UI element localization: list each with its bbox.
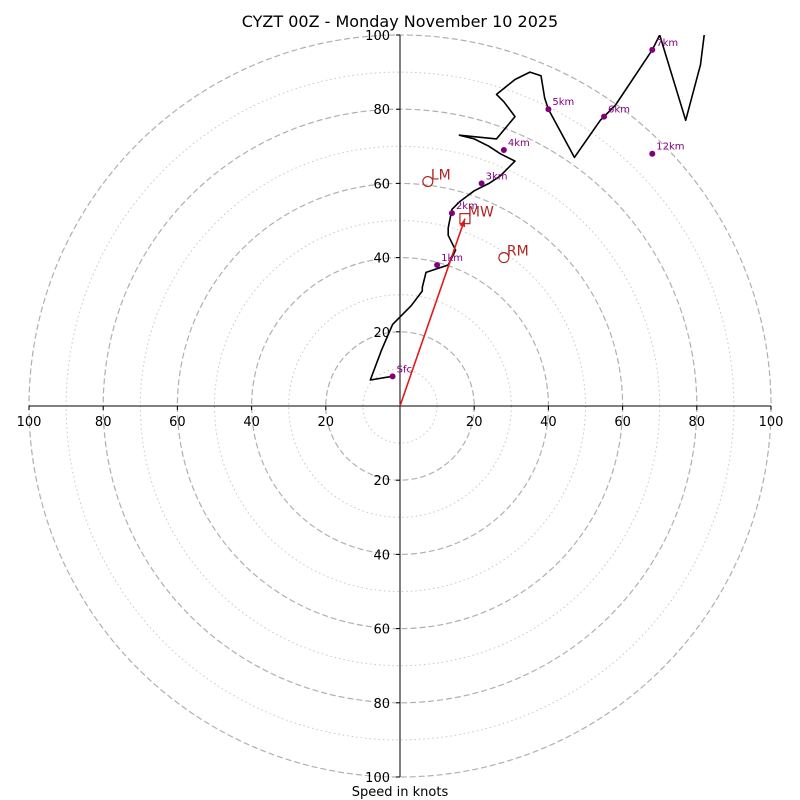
y-tick-label: 100 xyxy=(365,29,390,44)
y-tick-label: 40 xyxy=(373,548,390,563)
height-label-3km: 3km xyxy=(486,171,508,182)
height-label-12km: 12km xyxy=(656,142,684,153)
storm-motion-markers: LM RM MW xyxy=(422,168,529,264)
rm-marker xyxy=(498,252,510,264)
y-tick-label: 80 xyxy=(373,103,390,118)
mean-wind-arrow-shaft xyxy=(399,218,466,407)
wind-profile xyxy=(369,35,705,381)
x-tick-label: 40 xyxy=(540,415,557,430)
y-tick-label: 100 xyxy=(365,771,390,786)
height-marker-12km xyxy=(649,150,656,157)
x-tick-label: 80 xyxy=(95,415,112,430)
y-tick-label: 40 xyxy=(373,252,390,267)
height-markers: Sfc 1km 2km 3km 4km 5km 6km 7km 12km xyxy=(389,38,685,380)
mw-label: MW xyxy=(468,205,494,221)
height-marker-2km xyxy=(448,210,455,217)
height-marker-6km xyxy=(601,113,608,120)
mw-marker xyxy=(459,213,471,225)
height-marker-3km xyxy=(478,180,485,187)
height-label-sfc: Sfc xyxy=(397,364,412,375)
rm-label: RM xyxy=(507,244,529,260)
x-tick-label: 20 xyxy=(318,415,335,430)
tick-labels: 100 80 60 40 20 20 40 60 80 100 100 80 60 40 20 20 40 60 8… xyxy=(17,29,784,786)
x-tick-label: 100 xyxy=(17,415,42,430)
mean-wind-arrow-head xyxy=(459,218,466,228)
y-tick-label: 20 xyxy=(373,474,390,489)
x-tick-label: 40 xyxy=(243,415,260,430)
profile-line xyxy=(369,35,705,381)
x-tick-label: 60 xyxy=(169,415,186,430)
height-marker-4km xyxy=(500,147,507,154)
x-tick-label: 100 xyxy=(759,415,784,430)
height-label-4km: 4km xyxy=(508,138,530,149)
height-marker-sfc xyxy=(389,373,396,380)
x-tick-label: 60 xyxy=(614,415,631,430)
height-label-5km: 5km xyxy=(552,97,574,108)
y-tick-label: 60 xyxy=(373,177,390,192)
x-axis-label: Speed in knots xyxy=(352,785,449,800)
height-label-2km: 2km xyxy=(456,201,478,212)
x-tick-label: 20 xyxy=(466,415,483,430)
x-tick-label: 80 xyxy=(689,415,706,430)
height-marker-5km xyxy=(545,106,552,113)
height-label-1km: 1km xyxy=(441,253,463,264)
height-label-6km: 6km xyxy=(608,105,630,116)
y-tick-label: 60 xyxy=(373,623,390,638)
height-marker-1km xyxy=(434,262,441,269)
lm-label: LM xyxy=(431,168,451,184)
y-tick-label: 20 xyxy=(373,326,390,341)
height-marker-7km xyxy=(649,46,656,53)
mean-wind-vector xyxy=(399,218,466,407)
lm-marker xyxy=(422,175,434,188)
height-label-7km: 7km xyxy=(656,38,678,49)
y-tick-label: 80 xyxy=(373,697,390,712)
chart-title: CYZT 00Z - Monday November 10 2025 xyxy=(242,12,558,31)
